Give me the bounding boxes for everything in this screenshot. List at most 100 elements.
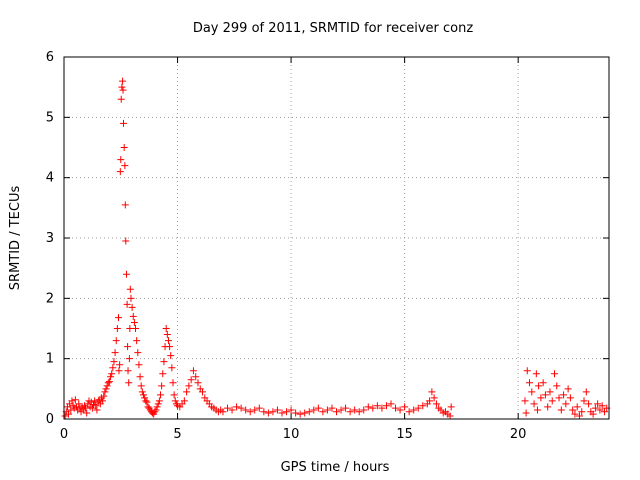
data-point	[123, 300, 131, 308]
data-point	[119, 86, 127, 94]
data-point	[168, 364, 176, 372]
data-point	[108, 370, 116, 378]
data-point	[153, 403, 161, 411]
data-point	[139, 391, 147, 399]
data-point	[116, 168, 124, 176]
data-point	[127, 294, 135, 302]
data-point	[564, 385, 572, 393]
data-point	[378, 404, 386, 412]
data-point	[333, 408, 340, 416]
data-point	[68, 397, 76, 405]
y-tick-label: 4	[46, 171, 54, 186]
y-tick-label: 2	[46, 291, 54, 306]
data-point	[351, 406, 359, 414]
data-point	[124, 343, 132, 351]
data-point	[169, 379, 177, 387]
data-point	[219, 408, 227, 416]
data-point	[164, 337, 172, 345]
data-point	[143, 398, 151, 406]
data-point	[103, 382, 111, 390]
data-point	[180, 397, 188, 405]
data-point	[521, 397, 529, 405]
data-point	[119, 77, 127, 85]
data-point	[539, 379, 547, 387]
data-point	[237, 404, 245, 412]
data-point	[566, 394, 574, 402]
data-point	[591, 404, 599, 412]
x-axis-label: GPS time / hours	[281, 460, 390, 475]
data-point	[183, 388, 191, 396]
data-point	[116, 361, 124, 369]
data-point	[61, 412, 69, 420]
data-point	[125, 355, 133, 363]
data-point	[242, 406, 250, 414]
data-point	[121, 162, 129, 170]
data-point	[163, 331, 171, 339]
data-point	[355, 408, 363, 416]
data-point	[373, 402, 381, 410]
data-point	[170, 391, 178, 399]
data-point	[305, 408, 313, 416]
data-point	[578, 408, 586, 416]
data-point	[224, 404, 231, 412]
data-point	[580, 397, 588, 405]
data-point	[118, 83, 126, 91]
chart-title: Day 299 of 2011, SRMTID for receiver con…	[193, 21, 474, 36]
data-point	[171, 397, 179, 405]
data-point	[287, 406, 295, 414]
data-point	[273, 406, 281, 414]
data-point	[187, 376, 195, 384]
data-point	[560, 391, 568, 399]
data-point	[107, 373, 115, 381]
data-point	[292, 409, 300, 417]
y-tick-label: 1	[46, 352, 54, 367]
data-point	[93, 406, 101, 414]
y-tick-label: 5	[46, 110, 54, 125]
data-point	[432, 400, 440, 408]
data-point	[319, 408, 327, 416]
data-point	[283, 408, 291, 416]
data-point	[117, 156, 125, 164]
data-point	[555, 394, 563, 402]
data-point	[142, 397, 150, 405]
data-point	[392, 404, 400, 412]
data-point	[419, 402, 427, 410]
data-point	[233, 403, 241, 411]
ticks: 0 1 2 3 4 5 6 0 5 10 15 20	[46, 50, 609, 442]
x-tick-label: 20	[510, 427, 527, 442]
data-point	[99, 397, 107, 405]
data-point	[162, 325, 170, 332]
data-point	[314, 404, 322, 412]
data-point	[71, 396, 79, 404]
x-tick-label: 0	[60, 427, 68, 442]
data-point	[251, 406, 259, 414]
data-point	[573, 403, 581, 411]
data-point	[130, 318, 138, 326]
grid	[64, 57, 609, 419]
data-point	[596, 406, 604, 414]
data-point	[589, 410, 597, 418]
data-point	[360, 406, 368, 414]
y-axis-label: SRMTID / TECUs	[8, 186, 23, 291]
data-point	[600, 408, 608, 416]
data-point	[569, 406, 577, 414]
data-point	[426, 397, 434, 405]
data-point	[160, 358, 168, 366]
data-point	[132, 325, 140, 332]
data-point	[310, 406, 318, 414]
data-point	[364, 403, 372, 411]
data-point	[323, 406, 331, 414]
data-point	[111, 349, 119, 357]
data-point	[109, 364, 117, 372]
data-point	[113, 325, 121, 332]
data-point	[594, 400, 602, 408]
data-point	[551, 370, 558, 378]
data-point	[91, 397, 99, 405]
data-point	[530, 400, 538, 408]
data-point	[446, 412, 454, 420]
data-point	[119, 119, 127, 127]
data-point	[124, 367, 132, 375]
data-point	[159, 370, 167, 378]
data-point	[82, 404, 90, 412]
data-point	[369, 404, 377, 412]
